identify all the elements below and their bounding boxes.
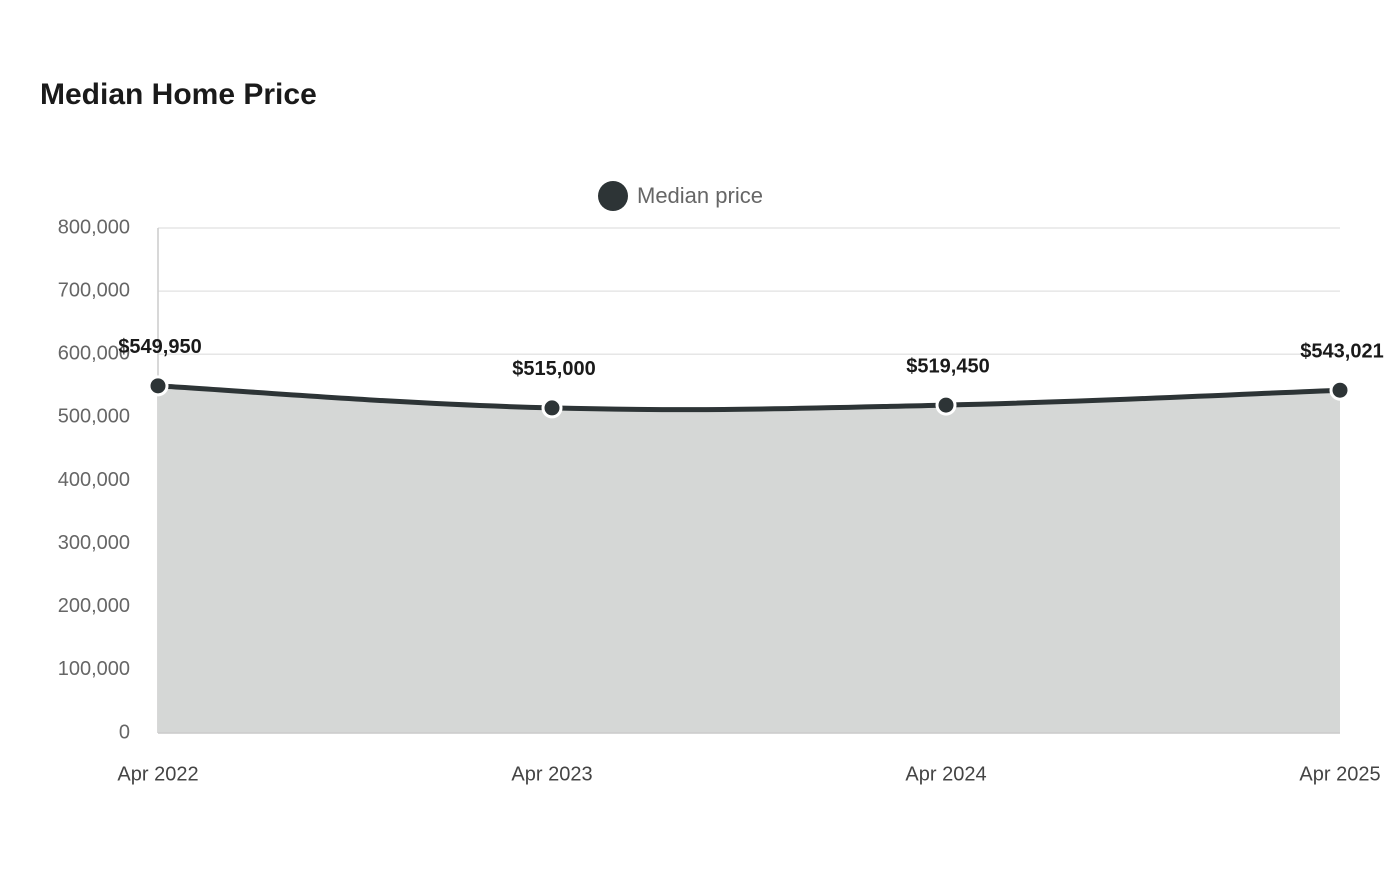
y-tick-label: 700,000 (58, 279, 130, 301)
y-tick-label: 400,000 (58, 469, 130, 491)
data-label: $549,950 (118, 336, 201, 358)
area (158, 385, 1340, 733)
legend-marker (598, 181, 628, 211)
y-tick-label: 200,000 (58, 595, 130, 617)
data-label: $515,000 (512, 358, 595, 380)
y-tick-label: 500,000 (58, 406, 130, 428)
y-tick-label: 600,000 (58, 343, 130, 365)
point (541, 397, 563, 419)
y-tick-label: 0 (119, 721, 130, 743)
chart-title: Median Home Price (40, 78, 317, 111)
point (1329, 379, 1351, 401)
y-tick-label: 300,000 (58, 532, 130, 554)
legend-label: Median price (637, 183, 763, 208)
y-tick-label: 100,000 (58, 658, 130, 680)
data-label: $543,021 (1300, 340, 1383, 362)
x-tick-label: Apr 2023 (511, 763, 592, 785)
point (147, 375, 169, 397)
x-tick-label: Apr 2025 (1299, 763, 1380, 785)
data-label: $519,450 (906, 355, 989, 377)
line (157, 383, 1341, 413)
point (935, 394, 957, 416)
y-tick-label: 800,000 (58, 216, 130, 238)
x-tick-label: Apr 2024 (905, 763, 986, 785)
x-tick-label: Apr 2022 (117, 763, 198, 785)
